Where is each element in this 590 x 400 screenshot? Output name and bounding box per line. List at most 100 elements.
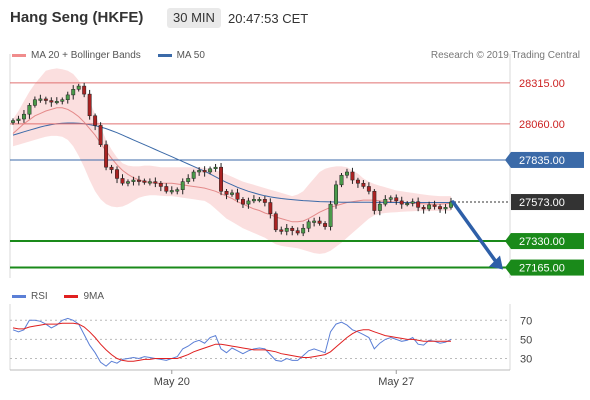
- legend-label-9ma: 9MA: [83, 291, 105, 302]
- forecast-arrow: [451, 200, 503, 270]
- rsi-tick-label-70: 70: [520, 315, 532, 327]
- legend-item-ma50: MA 50: [157, 50, 205, 61]
- candle-body: [416, 201, 421, 208]
- rsi-tick-label-30: 30: [520, 353, 532, 365]
- candle-body: [180, 181, 185, 190]
- candlesticks: [11, 82, 453, 237]
- candle-body: [175, 189, 180, 192]
- candle-body: [82, 85, 87, 95]
- candle-body: [164, 186, 169, 192]
- candle-body: [93, 115, 98, 126]
- candle-body: [241, 199, 245, 205]
- legend-label-bollinger: MA 20 + Bollinger Bands: [31, 50, 141, 61]
- candle-body: [405, 203, 410, 206]
- candle-body: [54, 101, 59, 104]
- level-label-27330.00: 27330.00: [519, 236, 565, 248]
- x-tick-label: May 27: [378, 376, 414, 388]
- x-tick-label: May 20: [154, 376, 190, 388]
- legend-item-rsi: RSI: [12, 291, 48, 302]
- candle-body: [104, 144, 109, 168]
- candle-body: [273, 213, 278, 231]
- forecast-arrow-shaft: [451, 200, 500, 267]
- candle-body: [449, 201, 453, 208]
- candle-body: [350, 171, 355, 181]
- candle-body: [290, 227, 295, 231]
- candle-body: [339, 174, 344, 186]
- legend-label-ma50: MA 50: [176, 50, 205, 61]
- rsi-series-rsi: [12, 317, 452, 367]
- rsi-series-9ma: [12, 322, 451, 362]
- candle-body: [235, 192, 240, 200]
- candle-body: [169, 190, 174, 193]
- legend-label-rsi: RSI: [31, 291, 48, 302]
- candle-body: [251, 199, 256, 202]
- candle-body: [301, 227, 306, 234]
- candle-body: [230, 192, 234, 195]
- candle-body: [11, 120, 15, 123]
- timeframe-selector[interactable]: 30 MIN: [167, 8, 221, 28]
- candle-body: [76, 85, 81, 90]
- rsi-swatch-icon: [12, 294, 26, 298]
- candle-body: [142, 180, 147, 183]
- candle-body: [443, 207, 448, 210]
- candle-body: [98, 125, 103, 145]
- candle-body: [71, 89, 76, 96]
- candle-body: [115, 169, 119, 179]
- candle-body: [394, 197, 399, 202]
- main-chart-legend: MA 20 + Bollinger Bands MA 50: [12, 50, 219, 61]
- rsi-panel: 70 50 30: [10, 315, 532, 367]
- candle-body: [49, 100, 54, 103]
- candle-body: [109, 166, 114, 170]
- candle-body: [388, 197, 393, 200]
- level-label-27835.00: 27835.00: [519, 155, 565, 167]
- candle-body: [377, 203, 382, 211]
- candle-body: [284, 227, 289, 232]
- candle-body: [158, 182, 163, 187]
- level-label-pointer-icon-27330.00: [505, 233, 511, 250]
- candle-body: [131, 179, 136, 182]
- candle-body: [224, 191, 229, 195]
- ma50-swatch-icon: [157, 53, 172, 57]
- ma9-swatch-icon: [64, 294, 79, 298]
- candle-body: [186, 178, 191, 182]
- current-price-label-box: [511, 194, 584, 211]
- candle-body: [366, 186, 371, 192]
- level-label-28060.00: 28060.00: [519, 119, 565, 131]
- candle-body: [191, 171, 196, 179]
- candle-body: [295, 230, 300, 234]
- candle-body: [136, 179, 141, 182]
- candle-body: [399, 200, 404, 205]
- candle-body: [120, 178, 125, 184]
- candle-body: [65, 94, 70, 100]
- candle-body: [323, 223, 328, 227]
- candle-body: [279, 229, 284, 232]
- candle-body: [427, 204, 432, 210]
- instrument-title[interactable]: Hang Seng (HKFE): [10, 9, 144, 26]
- candle-body: [257, 199, 262, 202]
- price-levels: 28315.00 28060.00 27835.00 27573.00 27330.00…: [10, 78, 584, 276]
- candle-body: [27, 105, 32, 115]
- forecast-arrowhead-icon: [489, 255, 503, 270]
- candle-body: [345, 171, 349, 176]
- candle-body: [334, 184, 338, 205]
- bollinger-band-fill: [13, 68, 451, 254]
- rsi-tick-label-50: 50: [520, 334, 532, 346]
- candle-body: [432, 204, 437, 207]
- candle-body: [410, 201, 415, 204]
- bollinger-bands: [12, 68, 452, 254]
- candle-body: [361, 182, 366, 187]
- candle-body: [213, 166, 218, 170]
- candle-body: [197, 170, 202, 173]
- legend-item-bollinger: MA 20 + Bollinger Bands: [12, 50, 141, 61]
- research-credit: Research © 2019 Trading Central: [430, 50, 580, 61]
- candle-body: [262, 199, 267, 203]
- candle-body: [147, 181, 152, 184]
- candle-body: [246, 200, 251, 205]
- candle-body: [383, 199, 388, 205]
- candle-body: [421, 207, 426, 210]
- legend-item-9ma: 9MA: [64, 291, 104, 302]
- level-label-pointer-icon-27165.00: [505, 259, 511, 276]
- chart-header: Hang Seng (HKFE) 30 MIN 20:47:53 CET: [0, 0, 590, 36]
- candle-body: [208, 168, 213, 173]
